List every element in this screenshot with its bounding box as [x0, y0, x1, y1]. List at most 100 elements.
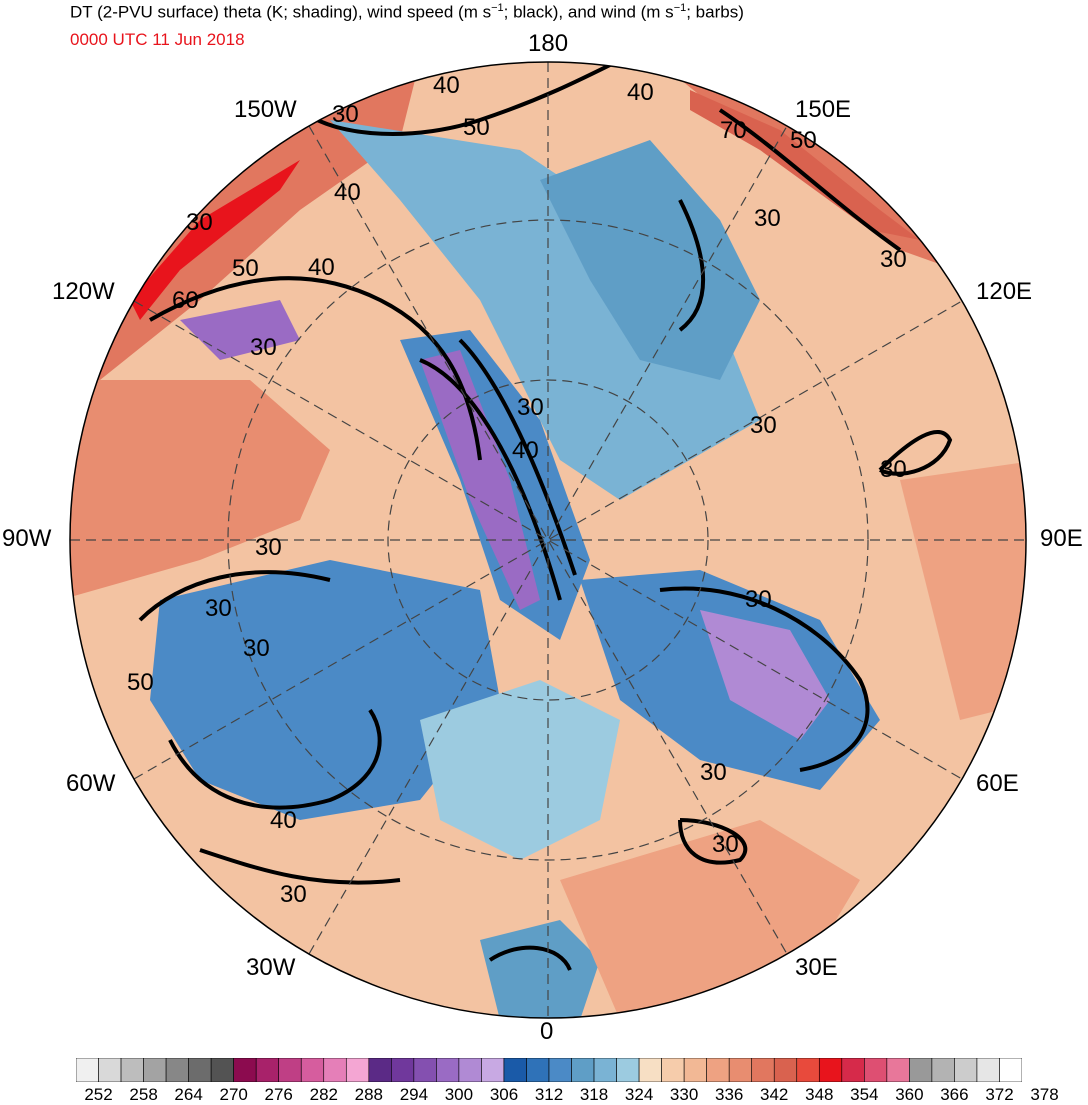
colorbar-tick-label: 300 — [444, 1085, 474, 1104]
colorbar-tick-label: 330 — [669, 1085, 699, 1104]
contour-label: 30 — [880, 456, 907, 483]
colorbar-swatch — [368, 1058, 392, 1082]
colorbar-swatch — [593, 1058, 617, 1082]
red-band-nw — [130, 160, 300, 320]
lon-label-150e: 150E — [795, 96, 852, 123]
colorbar-swatch — [436, 1058, 460, 1082]
warm-east — [900, 460, 1026, 720]
colorbar-tick-label: 348 — [805, 1085, 834, 1104]
globe-border — [69, 61, 1027, 1019]
cold-region-blue-2 — [150, 560, 500, 820]
colorbar-tick-label: 264 — [174, 1085, 203, 1104]
contour-label: 50 — [790, 127, 817, 154]
colorbar-tick-label: 294 — [399, 1085, 429, 1104]
colorbar-swatch — [886, 1058, 910, 1082]
colorbar-swatch — [796, 1058, 820, 1082]
colorbar-swatch — [300, 1058, 325, 1082]
contour-label: 30 — [332, 101, 359, 128]
contour-label: 40 — [627, 79, 654, 106]
contour-label: 30 — [745, 586, 772, 613]
colorbar-tick-label: 276 — [264, 1085, 293, 1104]
contour-line — [678, 199, 705, 332]
colorbar-swatch — [255, 1058, 280, 1082]
cold-region-main — [330, 120, 760, 500]
colorbar-tick-label: 288 — [354, 1085, 383, 1104]
colorbar-swatch — [481, 1058, 505, 1082]
contour-label: 30 — [255, 534, 282, 561]
colorbar-tick-label: 342 — [760, 1085, 789, 1104]
colorbar-swatch — [728, 1058, 753, 1082]
colorbar-tick-label: 270 — [219, 1085, 248, 1104]
contour-label: 40 — [308, 254, 335, 281]
purple-core-2 — [700, 610, 830, 740]
colorbar-swatch — [98, 1058, 122, 1082]
colorbar-swatch — [413, 1058, 437, 1082]
contour-label: 30 — [186, 209, 213, 236]
contour-label: 40 — [512, 437, 539, 464]
colorbar-swatch — [278, 1058, 302, 1082]
colorbar-swatch — [976, 1058, 1000, 1082]
colorbar-swatch — [526, 1058, 550, 1082]
purple-core-1 — [420, 350, 540, 610]
contour-label: 50 — [463, 114, 490, 141]
colorbar-swatch — [210, 1058, 234, 1082]
valid-time: 0000 UTC 11 Jun 2018 — [70, 30, 245, 49]
contour-line — [458, 338, 577, 576]
contour-line — [168, 708, 382, 810]
colorbar-tick-label: 366 — [940, 1085, 969, 1104]
lon-label-0: 0 — [540, 1018, 554, 1045]
contour-label: 30 — [243, 635, 270, 662]
colorbar-swatch — [143, 1058, 167, 1082]
contour-line — [678, 818, 748, 865]
colorbar-swatch — [751, 1058, 775, 1082]
contour-label: 30 — [750, 412, 777, 439]
colorbar — [76, 1058, 1022, 1082]
latitude-circle-inner — [387, 379, 709, 701]
colorbar-swatch — [616, 1058, 640, 1082]
colorbar-tick-label: 258 — [129, 1085, 158, 1104]
colorbar-swatch — [345, 1058, 370, 1082]
contour-label: 40 — [270, 807, 297, 834]
colorbar-swatch — [773, 1058, 798, 1082]
colorbar-tick-label: 312 — [534, 1085, 564, 1104]
colorbar-swatch — [841, 1058, 865, 1082]
latitude-circle-middle — [227, 219, 869, 861]
contour-line — [298, 62, 621, 136]
contour-label: 40 — [433, 72, 460, 99]
colorbar-swatch — [638, 1058, 662, 1082]
polar-map: 40 50 40 70 50 30 40 30 50 40 30 60 30 3… — [69, 61, 1027, 1019]
lon-label-120e: 120E — [976, 278, 1033, 305]
colorbar-swatch — [233, 1058, 257, 1082]
colorbar-tick-label: 336 — [715, 1085, 744, 1104]
colorbar-tick-label: 354 — [850, 1085, 879, 1104]
contour-label: 30 — [700, 759, 727, 786]
map-field — [70, 62, 1026, 1018]
colorbar-swatch — [683, 1058, 707, 1082]
colorbar-swatch — [458, 1058, 482, 1082]
colorbar-swatch — [999, 1058, 1022, 1082]
colorbar-swatch — [818, 1058, 843, 1082]
contour-label: 70 — [720, 117, 747, 144]
colorbar-tick-label: 360 — [895, 1085, 924, 1104]
contour-label: 50 — [127, 669, 154, 696]
colorbar-tick-label: 306 — [489, 1085, 519, 1104]
colorbar-swatch — [323, 1058, 347, 1082]
wind-speed-contours — [138, 62, 953, 971]
contour-label: 40 — [334, 179, 361, 206]
contour-label: 60 — [172, 287, 199, 314]
colorbar-swatch — [571, 1058, 595, 1082]
contour-line — [419, 358, 562, 601]
contour-label: 30 — [280, 881, 307, 908]
lon-label-30e: 30E — [795, 954, 838, 981]
colorbar-swatch — [76, 1058, 99, 1082]
lon-label-120w: 120W — [52, 278, 115, 305]
colorbar-swatch — [909, 1058, 933, 1082]
contour-label: 30 — [754, 205, 781, 232]
contour-label: 50 — [232, 255, 259, 282]
contour-line — [718, 108, 902, 252]
colorbar-swatch — [954, 1058, 978, 1082]
warm-region-w — [70, 380, 330, 600]
colorbar-tick-label: 324 — [624, 1085, 654, 1104]
contour-value-labels: 40 50 40 70 50 30 40 30 50 40 30 60 30 3… — [127, 72, 907, 908]
cold-region-blue-4 — [540, 140, 760, 380]
